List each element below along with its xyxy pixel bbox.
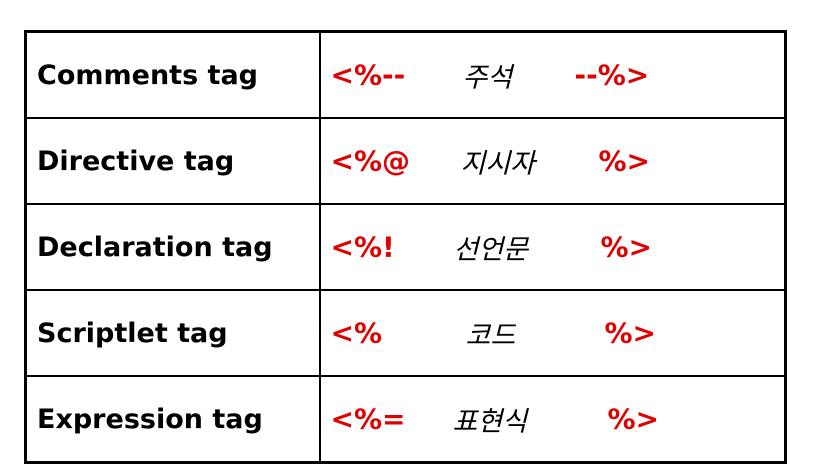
open-delimiter: <%! xyxy=(330,230,395,264)
tag-meaning: 선언문 xyxy=(453,234,529,266)
open-delimiter: <%-- xyxy=(330,58,406,92)
tag-meaning: 코드 xyxy=(465,320,516,352)
tag-meaning: 주석 xyxy=(462,62,513,94)
tag-meaning: 표현식 xyxy=(452,406,528,438)
tag-name: Scriptlet tag xyxy=(24,289,321,377)
tag-name: Directive tag xyxy=(24,117,321,205)
table-row: Directive tag <%@ 지시자 %> xyxy=(24,117,787,205)
table-row: Comments tag <%-- 주석 --%> xyxy=(24,30,787,119)
close-delimiter: %> xyxy=(607,402,660,436)
open-delimiter: <%@ xyxy=(330,144,411,178)
close-delimiter: %> xyxy=(604,316,657,350)
table-row: Scriptlet tag <% 코드 %> xyxy=(24,289,787,377)
tag-name: Expression tag xyxy=(24,375,321,464)
close-delimiter: %> xyxy=(600,230,653,264)
close-delimiter: %> xyxy=(598,144,651,178)
open-delimiter: <%= xyxy=(330,402,406,436)
table-row: Expression tag <%= 표현식 %> xyxy=(24,375,787,464)
tag-syntax: <% 코드 %> xyxy=(318,289,787,377)
open-delimiter: <% xyxy=(330,316,383,350)
close-delimiter: --%> xyxy=(574,58,650,92)
jsp-tag-table: Comments tag <%-- 주석 --%> Directive tag … xyxy=(24,30,787,464)
tag-name: Declaration tag xyxy=(24,203,321,291)
tag-syntax: <%= 표현식 %> xyxy=(318,375,787,464)
tag-syntax: <%@ 지시자 %> xyxy=(318,117,787,205)
table-row: Declaration tag <%! 선언문 %> xyxy=(24,203,787,291)
tag-syntax: <%! 선언문 %> xyxy=(318,203,787,291)
tag-name: Comments tag xyxy=(24,30,321,119)
tag-syntax: <%-- 주석 --%> xyxy=(318,30,787,119)
tag-meaning: 지시자 xyxy=(460,148,536,180)
